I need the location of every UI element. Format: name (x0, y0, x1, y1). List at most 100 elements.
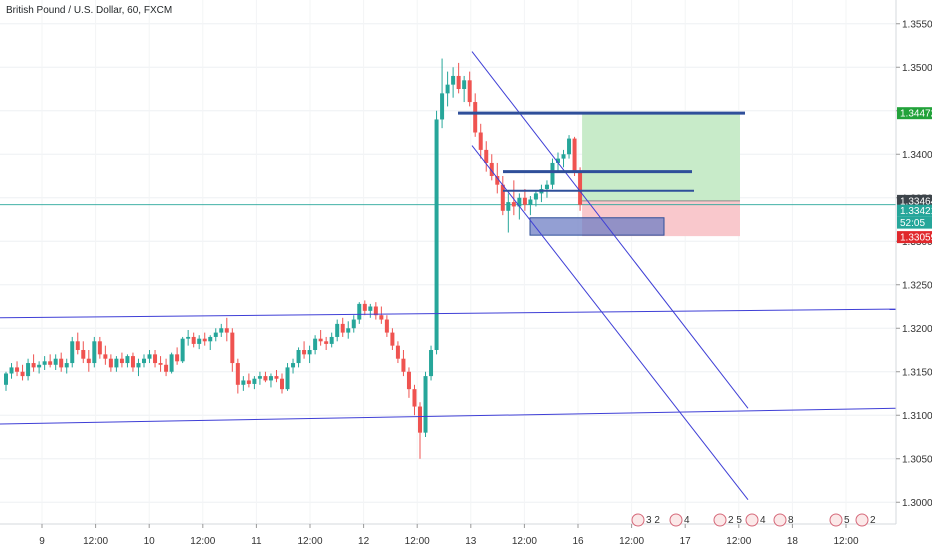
time-tick-label: 12:00 (83, 536, 108, 547)
candle-body (142, 358, 146, 364)
event-flag-icon (773, 513, 787, 527)
event-flag-icon (669, 513, 683, 527)
candle-body (296, 350, 301, 364)
event-flag-icon (631, 513, 645, 527)
candle-body (136, 363, 141, 368)
event-flag-icon (745, 513, 759, 527)
event-count: 2 (870, 515, 876, 526)
candle-body (291, 363, 296, 368)
chart-grid (0, 0, 896, 524)
candle-body (70, 341, 75, 364)
price-tag-text: 1.33421 (900, 206, 932, 217)
candle-body (42, 361, 47, 365)
event-count: 5 (844, 515, 850, 526)
time-tick-label: 12:00 (833, 536, 858, 547)
candle-body (462, 80, 467, 89)
candle-body (147, 354, 152, 359)
candle-body (268, 376, 273, 381)
time-tick-label: 16 (572, 536, 584, 547)
candle-body (329, 336, 334, 344)
candle-body (401, 358, 406, 372)
candle-body (97, 341, 102, 355)
candle-body (384, 319, 389, 333)
price-tag-stop: 1.33059 (897, 231, 932, 244)
economic-events: 3 2 4 2 5 4 8 5 2 (631, 513, 876, 527)
candle-body (346, 328, 351, 333)
event-icon: 4 (745, 513, 766, 527)
candle-body (53, 358, 58, 365)
candle-body (351, 319, 356, 329)
price-tag-entry: 1.33464 (897, 194, 932, 207)
candle-series (4, 58, 583, 459)
event-count: 8 (788, 515, 794, 526)
candle-body (257, 376, 262, 379)
price-tag-text: 1.33059 (900, 233, 932, 244)
candle-body (119, 358, 124, 364)
candle-body (108, 358, 113, 368)
candle-body (202, 338, 207, 342)
event-icon: 5 (829, 513, 850, 527)
chart-title: British Pound / U.S. Dollar, 60, FXCM (6, 5, 172, 16)
time-tick-label: 18 (787, 536, 799, 547)
time-tick-label: 12:00 (512, 536, 537, 547)
time-axis[interactable]: 9 12:00 10 12:00 11 12:00 12 12:00 13 12:00 16 12:0… (0, 523, 896, 550)
candle-body (75, 341, 80, 350)
candle-body (246, 380, 251, 384)
candle-body (235, 363, 240, 385)
candle-body (335, 323, 340, 337)
candle-body (578, 171, 583, 205)
candle-body (572, 138, 577, 172)
candle-body (478, 132, 483, 150)
candle-body (103, 354, 108, 359)
candle-body (81, 350, 86, 359)
time-tick-label: 12:00 (726, 536, 751, 547)
candle-body (484, 149, 489, 163)
candle-body (208, 336, 213, 342)
candle-body (175, 354, 180, 362)
event-icon: 2 5 (713, 513, 742, 527)
target-zone (582, 113, 740, 201)
price-tag-bg (897, 194, 932, 207)
candle-body (213, 332, 218, 337)
candle-body (533, 193, 538, 200)
candle-body (4, 373, 8, 385)
price-axis[interactable]: 1.30000 1.30500 1.31000 1.31500 1.32000 1.325… (895, 0, 932, 550)
price-tag-bg (897, 204, 932, 217)
candle-body (495, 176, 500, 185)
event-flag-icon (713, 513, 727, 527)
candle-body (15, 367, 20, 372)
event-count: 4 (684, 515, 690, 526)
candle-body (550, 162, 555, 185)
candle-body (368, 306, 373, 311)
candle-body (412, 389, 417, 407)
candle-body (440, 93, 445, 120)
candle-body (429, 350, 434, 377)
candle-body (180, 338, 185, 362)
time-tick-label: 12:00 (297, 536, 322, 547)
candle-body (114, 358, 119, 368)
candle-body (522, 197, 527, 205)
price-tick-label: 1.35000 (902, 63, 932, 74)
time-tick-label: 12:00 (619, 536, 644, 547)
candle-body (130, 356, 135, 368)
candle-body (158, 363, 163, 365)
event-icon: 4 (669, 513, 690, 527)
price-tag-target: 1.34472 (897, 107, 932, 120)
trendline-layer (0, 51, 897, 500)
time-tick-label: 17 (680, 536, 692, 547)
price-tag-last: 1.33421 (897, 204, 932, 217)
candle-body (423, 376, 428, 433)
candle-body (445, 84, 450, 94)
time-tick-label: 12 (358, 536, 370, 547)
price-axis-bg (896, 0, 932, 550)
candle-body (86, 358, 91, 364)
candle-body (153, 354, 158, 364)
drawing-layer (0, 113, 896, 237)
event-count: 2 5 (728, 515, 742, 526)
price-tick-label: 1.34000 (902, 150, 932, 161)
candle-body (318, 338, 323, 342)
candle-body (511, 202, 516, 207)
candle-body (280, 378, 284, 390)
price-tick-label: 1.30500 (902, 454, 932, 465)
